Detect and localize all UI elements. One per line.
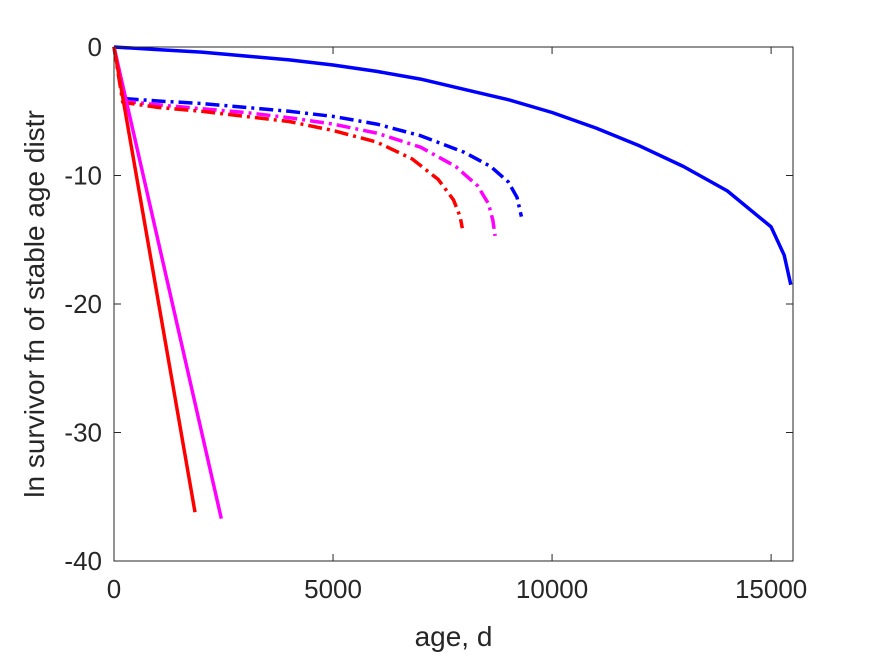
y-tick-label: -20 <box>64 289 102 319</box>
series-line-4 <box>112 46 465 229</box>
x-tick-label: 15000 <box>735 574 807 604</box>
series-line-5 <box>112 46 224 519</box>
y-tick-label: 0 <box>88 32 102 62</box>
series-layer <box>112 45 793 519</box>
x-tick-label: 10000 <box>516 574 588 604</box>
x-tick-label: 0 <box>107 574 121 604</box>
y-axis-label: ln survivor fn of stable age distr <box>19 110 50 498</box>
y-tick-label: -10 <box>64 161 102 191</box>
series-line-3 <box>112 46 497 237</box>
series-line-1 <box>113 45 793 286</box>
y-tick-label: -30 <box>64 418 102 448</box>
x-tick-label: 5000 <box>304 574 362 604</box>
series-line-2 <box>112 46 524 217</box>
tick-layer: 0 5000 10000 15000 -40 -30 -20 -10 0 <box>64 32 807 604</box>
series-line-6 <box>112 46 197 513</box>
y-tick-label: -40 <box>64 546 102 576</box>
x-axis-label: age, d <box>415 621 493 652</box>
plot-frame <box>113 46 794 562</box>
